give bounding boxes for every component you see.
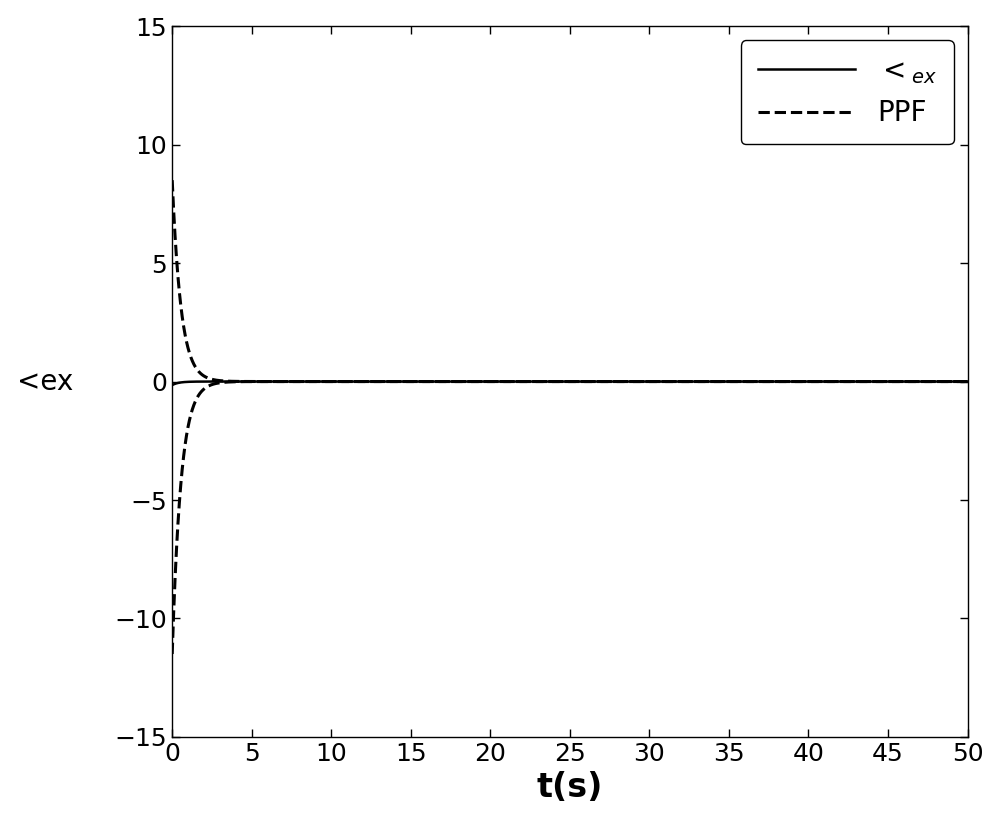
$<_{ex}$ — [199, 377, 211, 387]
$<_{ex}$ — [214, 377, 226, 387]
$<_{ex}$ — [962, 377, 974, 387]
Y-axis label: <ex: <ex — [17, 368, 73, 396]
$<_{ex}$ — [919, 377, 931, 387]
PPF — [919, 377, 931, 387]
PPF — [166, 175, 178, 185]
$<_{ex}$ — [555, 377, 567, 387]
Legend: $<_{ex}$, PPF: $<_{ex}$, PPF — [741, 40, 954, 144]
PPF — [199, 372, 211, 382]
PPF — [214, 376, 226, 386]
PPF — [170, 242, 182, 252]
X-axis label: t(s): t(s) — [537, 772, 603, 805]
PPF — [555, 377, 567, 387]
PPF — [962, 377, 974, 387]
$<_{ex}$ — [322, 377, 334, 387]
Line: PPF: PPF — [172, 180, 968, 382]
PPF — [322, 377, 334, 387]
Line: $<_{ex}$: $<_{ex}$ — [172, 382, 968, 385]
$<_{ex}$ — [170, 378, 182, 388]
$<_{ex}$ — [166, 380, 178, 390]
